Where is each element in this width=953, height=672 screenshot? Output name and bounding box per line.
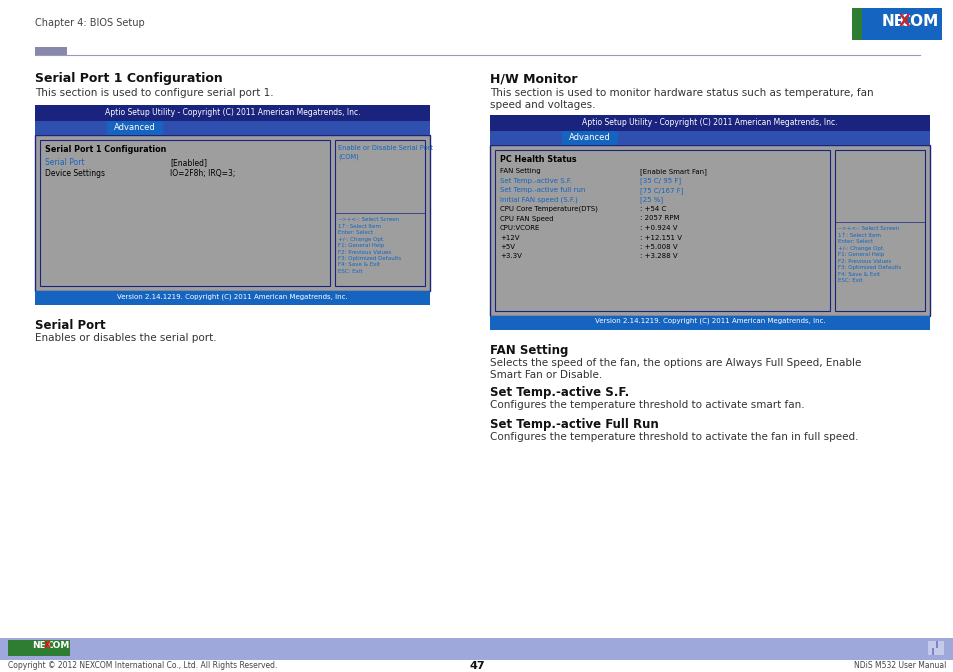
Text: speed and voltages.: speed and voltages. bbox=[490, 100, 595, 110]
Text: Configures the temperature threshold to activate the fan in full speed.: Configures the temperature threshold to … bbox=[490, 432, 858, 442]
Text: Configures the temperature threshold to activate smart fan.: Configures the temperature threshold to … bbox=[490, 400, 803, 410]
Text: F4: Save & Exit: F4: Save & Exit bbox=[337, 263, 379, 267]
Text: Set Temp.-active full run: Set Temp.-active full run bbox=[499, 187, 585, 193]
Text: F2: Previous Values: F2: Previous Values bbox=[337, 249, 391, 255]
Bar bbox=[490, 115, 929, 131]
Bar bbox=[490, 131, 929, 145]
Text: +12V: +12V bbox=[499, 235, 519, 241]
Text: [25 %]: [25 %] bbox=[639, 196, 662, 203]
Text: ESC: Exit: ESC: Exit bbox=[837, 278, 862, 284]
Text: 47: 47 bbox=[469, 661, 484, 671]
Text: F4: Save & Exit: F4: Save & Exit bbox=[837, 272, 879, 277]
Text: Aptio Setup Utility - Copyright (C) 2011 American Megatrends, Inc.: Aptio Setup Utility - Copyright (C) 2011… bbox=[105, 108, 360, 117]
Bar bbox=[851, 8, 862, 40]
Text: : 2057 RPM: : 2057 RPM bbox=[639, 216, 679, 222]
Bar bbox=[8, 640, 70, 656]
Text: +/-: Change Opt.: +/-: Change Opt. bbox=[337, 237, 384, 241]
Bar bbox=[35, 121, 430, 135]
Text: F3: Optimized Defaults: F3: Optimized Defaults bbox=[337, 256, 401, 261]
Text: F1: General Help: F1: General Help bbox=[837, 253, 883, 257]
Text: Advanced: Advanced bbox=[114, 123, 155, 132]
Text: Enables or disables the serial port.: Enables or disables the serial port. bbox=[35, 333, 216, 343]
Text: Chapter 4: BIOS Setup: Chapter 4: BIOS Setup bbox=[35, 18, 145, 28]
Text: [Enabled]: [Enabled] bbox=[170, 158, 207, 167]
Text: Serial Port: Serial Port bbox=[35, 319, 106, 332]
Text: Version 2.14.1219. Copyright (C) 2011 American Megatrends, Inc.: Version 2.14.1219. Copyright (C) 2011 Am… bbox=[594, 318, 824, 325]
Text: COM: COM bbox=[47, 641, 70, 650]
Text: Smart Fan or Disable.: Smart Fan or Disable. bbox=[490, 370, 601, 380]
Text: NDiS M532 User Manual: NDiS M532 User Manual bbox=[853, 661, 945, 670]
Bar bbox=[834, 150, 924, 311]
Text: 1↑: Select Item: 1↑: Select Item bbox=[337, 224, 380, 228]
Text: X: X bbox=[44, 641, 51, 650]
Text: CPU:VCORE: CPU:VCORE bbox=[499, 225, 539, 231]
Text: Copyright © 2012 NEXCOM International Co., Ltd. All Rights Reserved.: Copyright © 2012 NEXCOM International Co… bbox=[8, 661, 277, 670]
Bar bbox=[35, 47, 67, 55]
Text: F1: General Help: F1: General Help bbox=[337, 243, 384, 248]
Text: [75 C/167 F]: [75 C/167 F] bbox=[639, 187, 682, 194]
Text: Set Temp.-active Full Run: Set Temp.-active Full Run bbox=[490, 418, 659, 431]
Text: +5V: +5V bbox=[499, 244, 515, 250]
Text: FAN Setting: FAN Setting bbox=[490, 344, 568, 357]
Text: +3.3V: +3.3V bbox=[499, 253, 521, 259]
Text: This section is used to monitor hardware status such as temperature, fan: This section is used to monitor hardware… bbox=[490, 88, 873, 98]
Text: : +3.288 V: : +3.288 V bbox=[639, 253, 677, 259]
Bar bbox=[935, 641, 937, 648]
Bar bbox=[851, 8, 941, 40]
Text: NE: NE bbox=[881, 14, 903, 29]
Bar bbox=[490, 316, 929, 330]
Text: Serial Port 1 Configuration: Serial Port 1 Configuration bbox=[45, 145, 166, 154]
Text: H/W Monitor: H/W Monitor bbox=[490, 72, 577, 85]
Text: : +0.924 V: : +0.924 V bbox=[639, 225, 677, 231]
Text: Set Temp.-active S.F.: Set Temp.-active S.F. bbox=[490, 386, 629, 399]
Text: -->+<-: Select Screen: -->+<-: Select Screen bbox=[837, 226, 898, 231]
Text: Advanced: Advanced bbox=[569, 133, 610, 142]
Text: -->+<-: Select Screen: -->+<-: Select Screen bbox=[337, 217, 398, 222]
Text: (COM): (COM) bbox=[337, 153, 358, 159]
Text: PC Health Status: PC Health Status bbox=[499, 155, 576, 164]
Text: ESC: Exit: ESC: Exit bbox=[337, 269, 362, 274]
Text: NE: NE bbox=[32, 641, 46, 650]
Bar bbox=[927, 641, 943, 655]
Bar bbox=[335, 140, 424, 286]
Text: Version 2.14.1219. Copyright (C) 2011 American Megatrends, Inc.: Version 2.14.1219. Copyright (C) 2011 Am… bbox=[117, 293, 348, 300]
Bar bbox=[40, 140, 330, 286]
Text: F2: Previous Values: F2: Previous Values bbox=[837, 259, 890, 264]
Text: +/-: Change Opt.: +/-: Change Opt. bbox=[837, 246, 883, 251]
Bar bbox=[0, 638, 953, 660]
Bar bbox=[490, 145, 929, 316]
Text: [35 C/ 95 F]: [35 C/ 95 F] bbox=[639, 177, 680, 184]
Bar bbox=[107, 121, 163, 135]
Text: Serial Port: Serial Port bbox=[45, 158, 85, 167]
Text: Enable or Disable Serial Port: Enable or Disable Serial Port bbox=[337, 145, 433, 151]
Text: Aptio Setup Utility - Copyright (C) 2011 American Megatrends, Inc.: Aptio Setup Utility - Copyright (C) 2011… bbox=[581, 118, 837, 127]
Text: Enter: Select: Enter: Select bbox=[837, 239, 872, 245]
Text: F3: Optimized Defaults: F3: Optimized Defaults bbox=[837, 265, 901, 270]
Text: : +12.151 V: : +12.151 V bbox=[639, 235, 681, 241]
Text: Device Settings: Device Settings bbox=[45, 169, 105, 178]
Bar bbox=[561, 131, 618, 145]
Text: FAN Setting: FAN Setting bbox=[499, 168, 540, 174]
Text: Set Temp.-active S.F.: Set Temp.-active S.F. bbox=[499, 177, 572, 183]
Text: This section is used to configure serial port 1.: This section is used to configure serial… bbox=[35, 88, 274, 98]
Text: 1↑: Select Item: 1↑: Select Item bbox=[837, 233, 880, 238]
Text: Serial Port 1 Configuration: Serial Port 1 Configuration bbox=[35, 72, 222, 85]
Text: IO=2F8h; IRQ=3;: IO=2F8h; IRQ=3; bbox=[170, 169, 235, 178]
Bar bbox=[495, 150, 829, 311]
Text: CPU Core Temperature(DTS): CPU Core Temperature(DTS) bbox=[499, 206, 598, 212]
Text: : +5.008 V: : +5.008 V bbox=[639, 244, 677, 250]
Text: Enter: Select: Enter: Select bbox=[337, 230, 373, 235]
Text: Initial FAN speed (S.F.): Initial FAN speed (S.F.) bbox=[499, 196, 578, 203]
Bar bbox=[35, 105, 430, 121]
Text: COM: COM bbox=[899, 14, 938, 29]
Text: X: X bbox=[898, 14, 910, 29]
Text: Selects the speed of the fan, the options are Always Full Speed, Enable: Selects the speed of the fan, the option… bbox=[490, 358, 861, 368]
Text: : +54 C: : +54 C bbox=[639, 206, 665, 212]
Text: CPU FAN Speed: CPU FAN Speed bbox=[499, 216, 553, 222]
Text: [Enable Smart Fan]: [Enable Smart Fan] bbox=[639, 168, 706, 175]
Bar bbox=[931, 648, 933, 655]
Bar bbox=[35, 291, 430, 305]
Bar bbox=[35, 135, 430, 291]
